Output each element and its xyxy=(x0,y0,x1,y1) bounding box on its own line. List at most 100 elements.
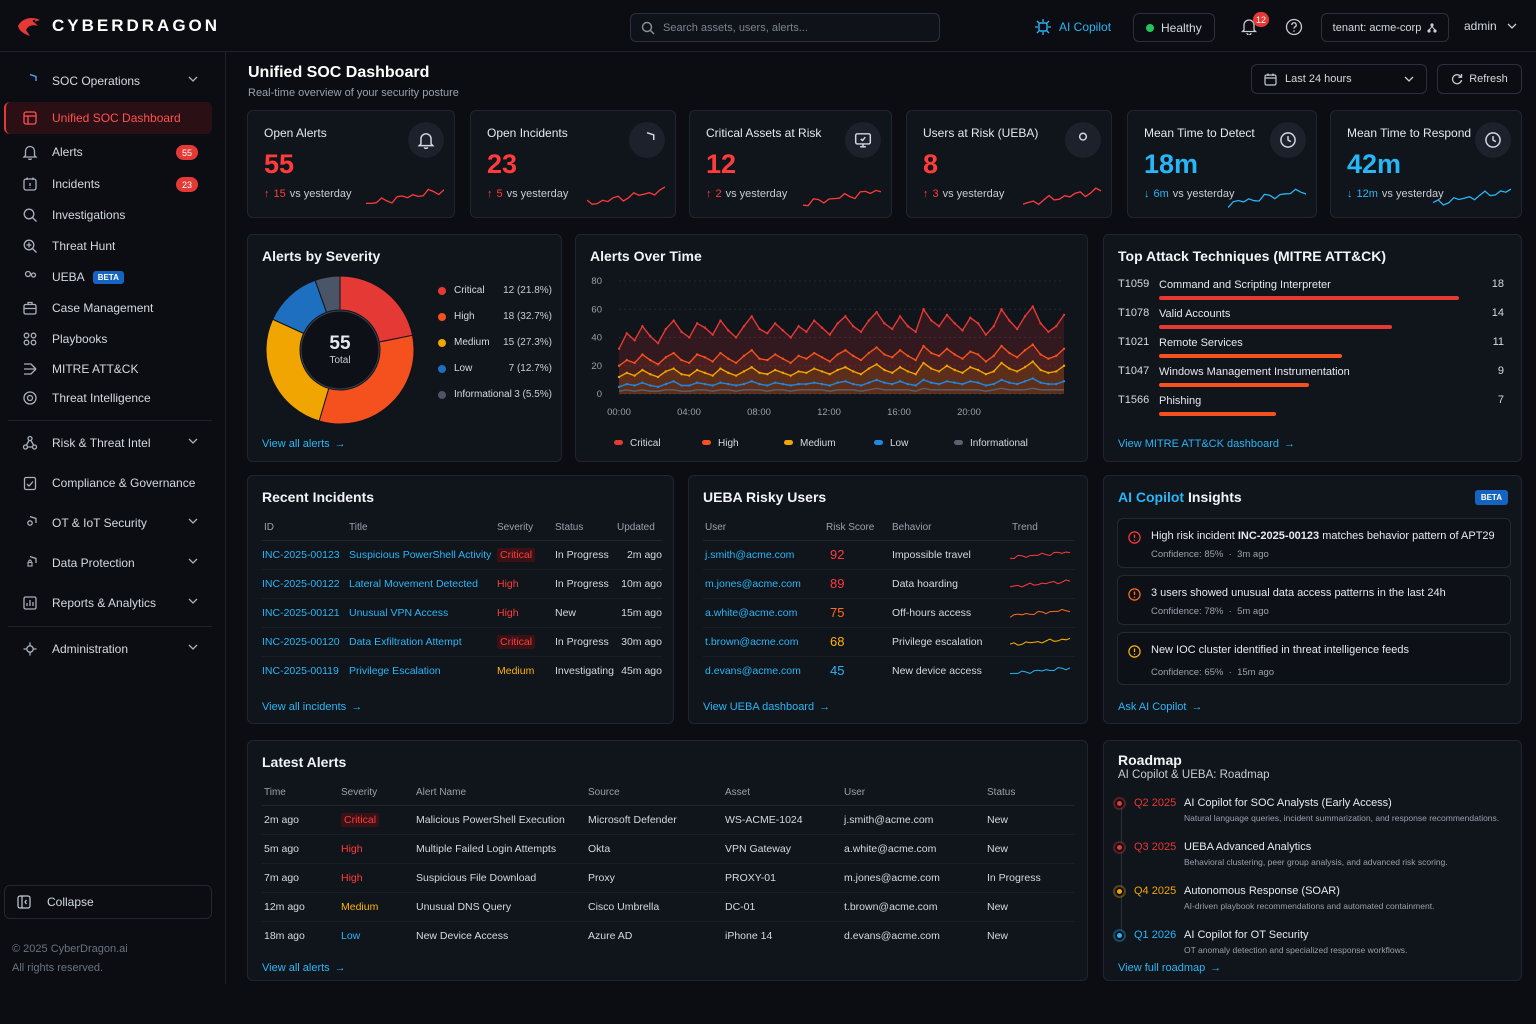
table-row[interactable]: INC-2025-00121 Unusual VPN Access High New 1… xyxy=(262,598,662,628)
user-email-link[interactable]: j.smith@acme.com xyxy=(703,540,824,570)
table-row[interactable]: m.jones@acme.com 89 Data hoarding xyxy=(703,569,1075,599)
incident-title-link[interactable]: Data Exfiltration Attempt xyxy=(349,627,497,657)
sidebar-item-investigations[interactable]: Investigations xyxy=(4,199,212,231)
sidebar-item-threat-hunt[interactable]: Threat Hunt xyxy=(4,230,212,262)
column-header[interactable]: User xyxy=(703,516,824,541)
column-header[interactable]: ID xyxy=(262,516,349,541)
user-email-link[interactable]: t.brown@acme.com xyxy=(703,627,824,657)
sidebar-item-soc-operations[interactable]: SOC Operations xyxy=(4,65,212,97)
kpi-card-users-at-risk-ueba[interactable]: Users at Risk (UEBA) 8 ↑ 3 vs yesterday xyxy=(906,110,1112,218)
table-row[interactable]: t.brown@acme.com 68 Privilege escalation xyxy=(703,627,1075,657)
legend-label-high[interactable]: High xyxy=(718,438,739,449)
table-row[interactable]: 7m ago High Suspicious File Download Proxy P… xyxy=(262,863,1074,893)
roadmap-item[interactable]: Q2 2025 AI Copilot for SOC Analysts (Earl… xyxy=(1115,797,1518,841)
sidebar-item-reports-analytics[interactable]: Reports & Analytics xyxy=(4,587,212,619)
alert-name[interactable]: Multiple Failed Login Attempts xyxy=(414,834,586,864)
view-ueba-link[interactable]: View UEBA dashboard → xyxy=(703,701,830,713)
view-mitre-link[interactable]: View MITRE ATT&CK dashboard → xyxy=(1118,438,1295,450)
legend-label-informational[interactable]: Informational xyxy=(970,438,1028,449)
sidebar-item-data-protection[interactable]: Data Protection xyxy=(4,547,212,579)
column-header[interactable]: Risk Score xyxy=(824,516,890,541)
incident-id-link[interactable]: INC-2025-00120 xyxy=(262,627,349,657)
sidebar-item-administration[interactable]: Administration xyxy=(4,633,212,665)
health-status[interactable]: Healthy xyxy=(1133,13,1215,42)
kpi-card-critical-assets-at-risk[interactable]: Critical Assets at Risk 12 ↑ 2 vs yesterday xyxy=(689,110,892,218)
column-header[interactable]: User xyxy=(842,781,985,806)
kpi-card-open-incidents[interactable]: Open Incidents 23 ↑ 5 vs yesterday xyxy=(470,110,676,218)
mitre-row-t1047[interactable]: T1047 Windows Management Instrumentation 9 xyxy=(1118,365,1504,393)
column-header[interactable]: Time xyxy=(262,781,339,806)
column-header[interactable]: Severity xyxy=(339,781,414,806)
view-all-incidents-link[interactable]: View all incidents → xyxy=(262,701,362,713)
series-line-low[interactable] xyxy=(618,377,1065,388)
refresh-button[interactable]: Refresh xyxy=(1437,64,1522,94)
column-header[interactable]: Source xyxy=(586,781,723,806)
roadmap-item[interactable]: Q4 2025 Autonomous Response (SOAR) AI-driv… xyxy=(1115,885,1518,929)
copilot-insight[interactable]: High risk incident INC-2025-00123 matche… xyxy=(1117,518,1511,568)
table-row[interactable]: 5m ago High Multiple Failed Login Attempts… xyxy=(262,834,1074,864)
incident-id-link[interactable]: INC-2025-00123 xyxy=(262,540,349,570)
sidebar-item-mitre-att-ck[interactable]: MITRE ATT&CK xyxy=(4,353,212,385)
table-row[interactable]: INC-2025-00120 Data Exfiltration Attempt C… xyxy=(262,627,662,657)
search-input[interactable] xyxy=(663,21,923,34)
sidebar-item-unified-soc-dashboard[interactable]: Unified SOC Dashboard xyxy=(4,102,212,134)
incident-id-link[interactable]: INC-2025-00121 xyxy=(262,598,349,628)
incident-title-link[interactable]: Privilege Escalation xyxy=(349,664,441,677)
mitre-row-t1059[interactable]: T1059 Command and Scripting Interpreter 18 xyxy=(1118,278,1504,306)
column-header[interactable]: Status xyxy=(985,781,1074,806)
sidebar-item-alerts[interactable]: Alerts 55 xyxy=(4,136,212,168)
table-row[interactable]: 12m ago Medium Unusual DNS Query Cisco Umbr… xyxy=(262,892,1074,922)
table-row[interactable]: 18m ago Low New Device Access Azure AD iPhon… xyxy=(262,921,1074,950)
severity-legend-critical[interactable]: Critical 12 (21.8%) xyxy=(438,285,552,296)
table-row[interactable]: INC-2025-00119 Privilege Escalation Medium… xyxy=(262,656,662,685)
view-roadmap-link[interactable]: View full roadmap → xyxy=(1118,962,1221,974)
incident-title-link[interactable]: Unusual VPN Access xyxy=(349,598,497,628)
sidebar-item-incidents[interactable]: Incidents 23 xyxy=(4,168,212,200)
series-line-critical[interactable] xyxy=(618,305,1065,350)
series-line-informational[interactable] xyxy=(618,387,1064,392)
severity-legend-high[interactable]: High 18 (32.7%) xyxy=(438,311,552,322)
column-header[interactable]: Title xyxy=(349,516,497,541)
view-all-alerts-link[interactable]: View all alerts → xyxy=(262,438,346,450)
user-menu[interactable]: admin xyxy=(1464,19,1517,33)
sidebar-item-ot-iot-security[interactable]: OT & IoT Security xyxy=(4,507,212,539)
mitre-row-t1078[interactable]: T1078 Valid Accounts 14 xyxy=(1118,307,1504,335)
legend-label-critical[interactable]: Critical xyxy=(630,438,661,449)
sidebar-item-ueba[interactable]: UEBA BETA xyxy=(4,261,212,293)
column-header[interactable]: Updated xyxy=(617,516,662,541)
column-header[interactable]: Behavior xyxy=(890,516,1010,541)
severity-legend-medium[interactable]: Medium 15 (27.3%) xyxy=(438,337,552,348)
incident-id-link[interactable]: INC-2025-00119 xyxy=(262,664,339,677)
roadmap-item[interactable]: Q3 2025 UEBA Advanced Analytics Behavioral… xyxy=(1115,841,1518,885)
column-header[interactable]: Asset xyxy=(723,781,842,806)
ai-copilot-button[interactable]: AI Copilot xyxy=(1034,18,1111,36)
sidebar-item-threat-intelligence[interactable]: Threat Intelligence xyxy=(4,382,212,414)
severity-legend-low[interactable]: Low 7 (12.7%) xyxy=(438,363,552,374)
alert-name[interactable]: Unusual DNS Query xyxy=(414,892,586,922)
sidebar-item-compliance-governance[interactable]: Compliance & Governance xyxy=(4,467,212,499)
user-email-link[interactable]: a.white@acme.com xyxy=(703,598,824,628)
table-row[interactable]: j.smith@acme.com 92 Impossible travel xyxy=(703,540,1075,570)
table-row[interactable]: INC-2025-00122 Lateral Movement Detected H… xyxy=(262,569,662,599)
column-header[interactable]: Severity xyxy=(497,516,555,541)
user-email-link[interactable]: m.jones@acme.com xyxy=(703,569,824,599)
column-header[interactable]: Alert Name xyxy=(414,781,586,806)
mitre-row-t1566[interactable]: T1566 Phishing 7 xyxy=(1118,394,1504,422)
global-search[interactable] xyxy=(630,13,940,42)
column-header[interactable]: Trend xyxy=(1010,516,1075,541)
time-range-select[interactable]: Last 24 hours xyxy=(1251,64,1427,94)
view-latest-alerts-link[interactable]: View all alerts → xyxy=(262,962,346,974)
alert-name[interactable]: Malicious PowerShell Execution xyxy=(414,805,586,835)
copilot-insight[interactable]: 3 users showed unusual data access patte… xyxy=(1117,575,1511,625)
kpi-card-open-alerts[interactable]: Open Alerts 55 ↑ 15 vs yesterday xyxy=(247,110,455,218)
notifications-button[interactable] xyxy=(1240,17,1258,35)
incident-title-link[interactable]: Lateral Movement Detected xyxy=(349,569,497,599)
sidebar-item-playbooks[interactable]: Playbooks xyxy=(4,323,212,355)
incident-title-link[interactable]: Suspicious PowerShell Activity xyxy=(349,540,497,570)
brand-logo[interactable]: CYBERDRAGON xyxy=(16,14,220,38)
series-line-high[interactable] xyxy=(618,343,1065,367)
severity-legend-informational[interactable]: Informational 3 (5.5%) xyxy=(438,389,552,400)
series-line-medium[interactable] xyxy=(618,360,1065,378)
copilot-insight[interactable]: New IOC cluster identified in threat int… xyxy=(1117,632,1511,685)
roadmap-item[interactable]: Q1 2026 AI Copilot for OT Security OT anom… xyxy=(1115,929,1518,973)
